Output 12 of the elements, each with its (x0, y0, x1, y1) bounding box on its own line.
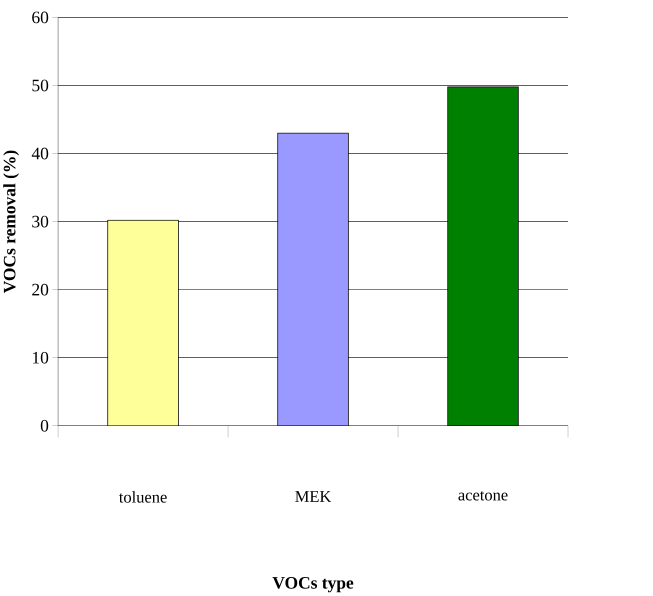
y-tick-label: 20 (32, 284, 48, 296)
x-tick-label: acetone (458, 491, 508, 501)
x-axis-title: VOCs type (272, 577, 354, 593)
y-tick-label: 60 (32, 12, 48, 24)
y-tick-label: 40 (32, 148, 48, 160)
y-tick-label: 50 (32, 80, 48, 92)
y-axis-title: VOCs removal (%) (3, 150, 20, 294)
y-tick-label: 10 (32, 352, 48, 364)
y-tick-label: 0 (40, 420, 48, 432)
y-tick-label: 30 (32, 216, 48, 228)
x-tick-label: MEK (295, 491, 332, 502)
x-tick-label: toluene (119, 491, 167, 503)
